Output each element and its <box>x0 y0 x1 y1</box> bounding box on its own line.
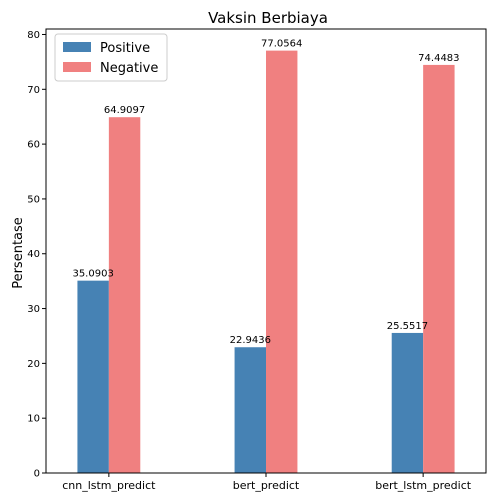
legend: Positive Negative <box>54 33 168 82</box>
data-label-negative-cnn_lstm_predict: 64.9097 <box>104 105 145 116</box>
legend-swatch-negative <box>63 62 91 72</box>
x-axis-ticks: cnn_lstm_predict bert_predict bert_lstm_pr… <box>62 473 472 492</box>
y-tick-label: 30 <box>27 304 40 315</box>
y-tick-label: 40 <box>27 249 40 260</box>
data-label-negative-bert_lstm_predict: 74.4483 <box>418 53 459 64</box>
data-label-negative-bert_predict: 77.0564 <box>261 39 302 50</box>
bar-negative-cnn_lstm_predict <box>108 117 141 474</box>
data-labels-group: 35.0903 64.9097 22.9436 77.0564 25.5517 74.44… <box>72 39 459 347</box>
y-tick-label: 20 <box>27 359 40 370</box>
y-axis-label: Persentase <box>11 217 26 289</box>
y-tick-label: 80 <box>27 30 40 41</box>
legend-swatch-positive <box>63 42 91 52</box>
legend-label-negative: Negative <box>100 61 158 76</box>
plot-frame <box>45 28 487 474</box>
x-tick-label: bert_lstm_predict <box>375 479 472 492</box>
data-label-positive-bert_predict: 22.9436 <box>230 335 271 346</box>
x-tick-label: bert_predict <box>233 479 300 492</box>
y-tick-label: 70 <box>27 85 40 96</box>
legend-label-positive: Positive <box>100 41 150 56</box>
data-label-positive-bert_lstm_predict: 25.5517 <box>387 321 428 332</box>
chart-title: Vaksin Berbiaya <box>208 9 328 27</box>
y-tick-label: 60 <box>27 140 40 151</box>
bar-negative-bert_lstm_predict <box>423 64 455 473</box>
y-tick-label: 50 <box>27 194 40 205</box>
bars-group <box>77 50 455 474</box>
y-tick-label: 0 <box>34 469 40 480</box>
bar-negative-bert_predict <box>266 50 298 474</box>
bar-positive-cnn_lstm_predict <box>77 280 109 473</box>
data-label-positive-cnn_lstm_predict: 35.0903 <box>72 269 113 280</box>
x-tick-label: cnn_lstm_predict <box>62 479 156 492</box>
y-tick-label: 10 <box>27 414 40 425</box>
bar-positive-bert_predict <box>234 347 266 473</box>
y-axis-ticks: 0 10 20 30 40 50 60 70 80 <box>27 30 46 480</box>
bar-positive-bert_lstm_predict <box>391 332 424 473</box>
